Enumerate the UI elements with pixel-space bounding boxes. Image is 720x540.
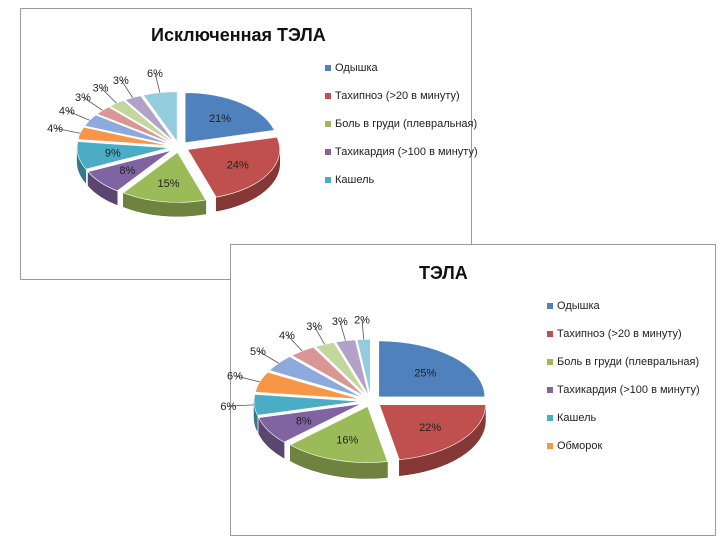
slice-label-1: 25%	[414, 367, 436, 379]
label-leader-line	[339, 321, 346, 341]
slice-label-6: 6%	[227, 371, 243, 383]
legend-entry-1: Одышка	[557, 300, 601, 312]
legend-entry-3: Боль в груди (плевральная)	[335, 118, 477, 130]
slice-label-9: 3%	[306, 321, 322, 333]
slice-label-4: 8%	[119, 165, 135, 177]
slice-label-7: 4%	[59, 106, 75, 118]
pie-slice-6	[254, 371, 361, 400]
pie-slice-4	[258, 403, 362, 443]
slice-label-3: 15%	[157, 178, 179, 190]
pie-slice-1	[378, 340, 486, 398]
chart-excluded-pe: Исключенная ТЭЛА 21% 24% 15% 8% 9% 4% 4% 3% 3% 3%…	[20, 8, 478, 280]
legend-entry-4: Тахикардия (>100 в минуту)	[335, 146, 478, 158]
label-leader-line	[100, 87, 117, 104]
legend-swatch	[325, 65, 331, 71]
pie-slice-11	[142, 91, 178, 143]
pie-slice-10	[335, 339, 369, 396]
slice-label-3: 16%	[336, 435, 358, 447]
legend-swatch	[547, 359, 553, 365]
pie-slice-5	[253, 394, 361, 416]
legend-swatch	[547, 303, 553, 309]
slice-label-5: 6%	[220, 401, 236, 413]
pie-slice-3	[289, 406, 388, 463]
legend-entry-5: Кашель	[335, 174, 375, 186]
pie-slice-1	[184, 92, 275, 144]
legend-swatch	[325, 93, 331, 99]
label-leader-line	[54, 127, 81, 134]
slice-label-2: 22%	[419, 422, 441, 434]
label-leader-line	[286, 334, 303, 352]
chart-pe: ТЭЛА 25% 22% 16% 8% 6% 6% 5% 4% 3% 3% 2% Одышка Тах…	[220, 244, 716, 536]
slice-label-11: 2%	[354, 314, 370, 326]
label-leader-line	[257, 350, 279, 364]
pie-slice-8	[96, 106, 172, 144]
pie-slice-10	[124, 95, 175, 143]
slice-label-10: 3%	[332, 316, 348, 328]
pie-slice-7	[84, 114, 171, 145]
legend-entry-2: Тахипноэ (>20 в минуту)	[335, 90, 460, 102]
legend-entry-2: Тахипноэ (>20 в минуту)	[557, 328, 682, 340]
legend-swatch	[547, 387, 553, 393]
label-leader-line	[66, 110, 90, 121]
chart-title: ТЭЛА	[419, 263, 468, 283]
pie-slice-9	[109, 100, 174, 143]
pie-slice-2	[187, 136, 281, 198]
chart-excluded-pe-svg: Исключенная ТЭЛА 21%24%15%8%9%4%4%3%3%3%…	[47, 25, 478, 217]
slice-label-11: 6%	[147, 68, 163, 80]
pie-slice-7	[268, 356, 363, 398]
slice-label-9: 3%	[93, 82, 109, 94]
slice-label-7: 5%	[250, 346, 266, 358]
slice-label-2: 24%	[227, 160, 249, 172]
pie-slice-2	[379, 404, 486, 461]
slice-label-5: 9%	[105, 148, 121, 160]
label-leader-line	[82, 96, 103, 111]
label-leader-line	[154, 72, 161, 93]
legend-swatch	[325, 149, 331, 155]
legend-entry-1: Одышка	[335, 62, 379, 74]
chart-pe-svg: ТЭЛА 25% 22% 16% 8% 6% 6% 5% 4% 3% 3% 2% Одышка Тах…	[220, 263, 700, 479]
slice-label-4: 8%	[296, 416, 312, 428]
legend-swatch	[547, 443, 553, 449]
label-leader-line	[313, 325, 325, 345]
legend-swatch	[325, 121, 331, 127]
pie-slice-4	[87, 150, 172, 192]
legend-entry-5: Кашель	[557, 412, 597, 424]
label-leader-line	[120, 79, 134, 98]
slice-label-8: 4%	[279, 330, 295, 342]
slice-label-10: 3%	[113, 75, 129, 87]
label-leader-line	[234, 375, 260, 383]
legend-entry-6: Обморок	[557, 440, 603, 452]
slice-label-8: 3%	[75, 92, 91, 104]
label-leader-line	[228, 404, 255, 407]
slice-label-1: 21%	[209, 113, 231, 125]
legend-entry-4: Тахикардия (>100 в минуту)	[557, 384, 700, 396]
label-leader-line	[361, 319, 365, 340]
pie-slice-3	[122, 151, 207, 203]
slice-label-6: 4%	[47, 123, 63, 135]
pie-slice-5	[76, 141, 170, 170]
legend-swatch	[547, 331, 553, 337]
legend-swatch	[325, 177, 331, 183]
legend-entry-3: Боль в груди (плевральная)	[557, 356, 699, 368]
legend-swatch	[547, 415, 553, 421]
chart-title: Исключенная ТЭЛА	[151, 25, 326, 45]
